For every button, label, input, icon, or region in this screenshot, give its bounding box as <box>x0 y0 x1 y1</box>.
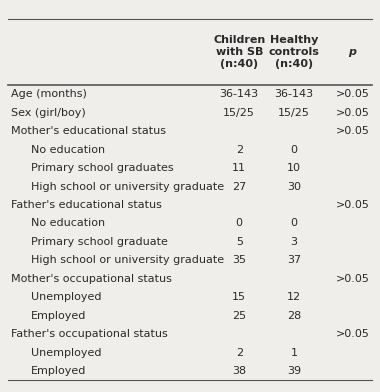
Text: 39: 39 <box>287 366 301 376</box>
Text: 27: 27 <box>232 181 246 192</box>
Text: 2: 2 <box>236 348 243 358</box>
Text: No education: No education <box>31 218 105 229</box>
Text: Father's educational status: Father's educational status <box>11 200 162 210</box>
Text: 37: 37 <box>287 255 301 265</box>
Text: >0.05: >0.05 <box>336 274 369 284</box>
Text: Healthy
controls
(n:40): Healthy controls (n:40) <box>269 34 320 69</box>
Text: 15/25: 15/25 <box>223 108 255 118</box>
Text: 0: 0 <box>290 145 298 154</box>
Text: Primary school graduates: Primary school graduates <box>31 163 174 173</box>
Text: 1: 1 <box>290 348 298 358</box>
Text: >0.05: >0.05 <box>336 89 369 99</box>
Text: No education: No education <box>31 145 105 154</box>
Text: >0.05: >0.05 <box>336 108 369 118</box>
Text: 36-143: 36-143 <box>274 89 314 99</box>
Text: 28: 28 <box>287 311 301 321</box>
Text: Employed: Employed <box>31 311 87 321</box>
Text: p: p <box>348 47 356 57</box>
Text: >0.05: >0.05 <box>336 200 369 210</box>
Text: Children
with SB
(n:40): Children with SB (n:40) <box>213 34 265 69</box>
Text: 38: 38 <box>232 366 246 376</box>
Text: High school or university graduate: High school or university graduate <box>31 181 225 192</box>
Text: Unemployed: Unemployed <box>31 292 102 302</box>
Text: Unemployed: Unemployed <box>31 348 102 358</box>
Text: 25: 25 <box>232 311 246 321</box>
Text: 11: 11 <box>232 163 246 173</box>
Text: 3: 3 <box>290 237 298 247</box>
Text: 2: 2 <box>236 145 243 154</box>
Text: 0: 0 <box>290 218 298 229</box>
Text: 15: 15 <box>232 292 246 302</box>
Text: Mother's occupational status: Mother's occupational status <box>11 274 172 284</box>
Text: 0: 0 <box>236 218 243 229</box>
Text: Employed: Employed <box>31 366 87 376</box>
Text: 15/25: 15/25 <box>278 108 310 118</box>
Text: 35: 35 <box>232 255 246 265</box>
Text: >0.05: >0.05 <box>336 126 369 136</box>
Text: >0.05: >0.05 <box>336 329 369 339</box>
Text: Sex (girl/boy): Sex (girl/boy) <box>11 108 86 118</box>
Text: 30: 30 <box>287 181 301 192</box>
Text: Primary school graduate: Primary school graduate <box>31 237 168 247</box>
Text: High school or university graduate: High school or university graduate <box>31 255 225 265</box>
Text: 10: 10 <box>287 163 301 173</box>
Text: 5: 5 <box>236 237 243 247</box>
Text: Age (months): Age (months) <box>11 89 87 99</box>
Text: 36-143: 36-143 <box>220 89 259 99</box>
Text: Father's occupational status: Father's occupational status <box>11 329 168 339</box>
Text: Mother's educational status: Mother's educational status <box>11 126 166 136</box>
Text: 12: 12 <box>287 292 301 302</box>
